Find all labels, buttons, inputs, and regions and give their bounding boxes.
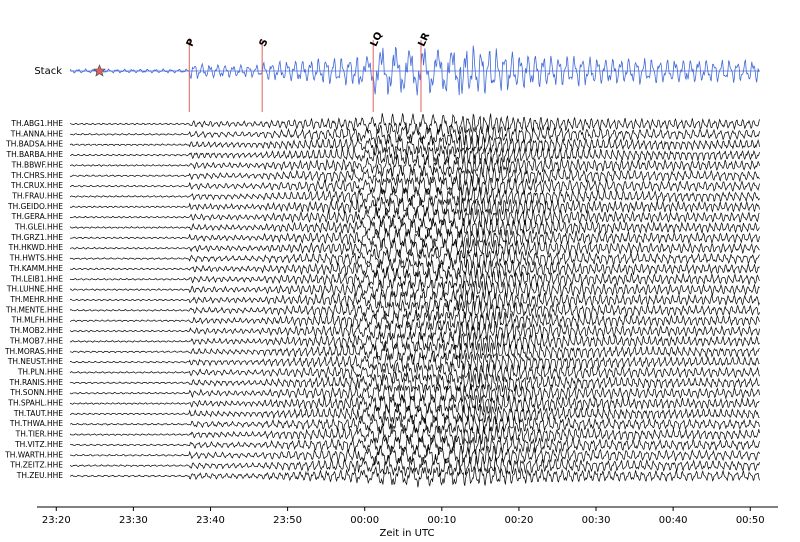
trace <box>69 123 760 146</box>
trace <box>69 423 760 447</box>
x-tick-label: 23:40 <box>196 515 225 526</box>
station-label: TH.THWA.HHE <box>9 419 63 428</box>
station-label: TH.KAMM.HHE <box>8 264 63 273</box>
station-label: TH.PLN.HHE <box>17 367 63 376</box>
station-label: TH.CRUX.HHE <box>10 181 63 190</box>
phase-label: S <box>258 37 271 48</box>
x-tick-label: 00:10 <box>427 515 456 526</box>
station-label: TH.TAUT.HHE <box>13 409 63 418</box>
trace <box>69 164 760 187</box>
x-tick-label: 23:20 <box>42 515 71 526</box>
trace <box>69 258 760 280</box>
station-label: TH.MEHR.HHE <box>9 295 63 304</box>
x-tick-label: 23:50 <box>273 515 302 526</box>
station-label: TH.CHRS.HHE <box>10 171 63 180</box>
trace <box>69 299 760 322</box>
station-label: TH.SONN.HHE <box>9 388 63 397</box>
phase-label: LR <box>416 31 432 49</box>
trace <box>69 453 760 477</box>
trace <box>69 206 760 228</box>
x-tick-label: 00:20 <box>505 515 534 526</box>
trace <box>69 403 760 425</box>
trace <box>69 310 760 332</box>
trace <box>69 195 760 219</box>
station-label: TH.NEUST.HHE <box>7 357 63 366</box>
trace <box>69 144 760 166</box>
trace <box>69 393 760 414</box>
trace <box>69 444 760 467</box>
stack-trace <box>69 45 760 96</box>
station-label: TH.MORAS.HHE <box>4 347 63 356</box>
phase-label: P <box>185 37 198 48</box>
station-label: TH.MLFH.HHE <box>11 316 64 325</box>
station-label: TH.ZEITZ.HHE <box>9 461 63 470</box>
event-star <box>93 64 106 77</box>
trace <box>69 465 760 488</box>
x-tick-label: 23:30 <box>119 515 148 526</box>
trace <box>69 383 760 404</box>
station-label: TH.MENTE.HHE <box>5 305 63 314</box>
x-tick-label: 00:00 <box>350 515 379 526</box>
trace <box>69 289 760 312</box>
trace <box>69 133 760 156</box>
trace <box>69 351 760 373</box>
station-label: TH.BBWF.HHE <box>11 160 64 169</box>
trace <box>69 113 760 135</box>
station-label: TH.GEIDO.HHE <box>7 202 63 211</box>
stack-label: Stack <box>34 66 62 77</box>
station-label: TH.LEIB1.HHE <box>10 274 63 283</box>
trace <box>69 237 760 260</box>
trace <box>69 320 760 342</box>
station-label: TH.LUHNE.HHE <box>6 285 63 294</box>
station-label: TH.MOB2.HHE <box>9 326 63 335</box>
trace <box>69 340 760 363</box>
station-label: TH.ABG1.HHE <box>10 119 63 128</box>
station-label: TH.RANIS.HHE <box>9 378 64 387</box>
station-label: TH.TIER.HHE <box>15 430 64 439</box>
trace <box>69 217 760 238</box>
x-tick-label: 00:40 <box>659 515 688 526</box>
trace <box>69 361 760 384</box>
trace <box>69 153 760 177</box>
station-label: TH.VITZ.HHE <box>14 440 63 449</box>
station-label: TH.MOB7.HHE <box>9 336 63 345</box>
trace <box>69 226 760 249</box>
station-label: TH.GERA.HHE <box>11 212 64 221</box>
trace <box>69 175 760 197</box>
station-label: TH.HKWD.HHE <box>8 243 64 252</box>
trace <box>69 268 760 291</box>
station-label: TH.FRAU.HHE <box>11 191 63 200</box>
station-label: TH.BADSA.HHE <box>5 140 63 149</box>
x-tick-label: 00:30 <box>582 515 611 526</box>
station-label: TH.ZEU.HHE <box>16 471 64 480</box>
station-label: TH.GRZ1.HHE <box>10 233 63 242</box>
station-label: TH.HWTS.HHE <box>9 254 64 263</box>
phase-label: LQ <box>369 30 385 48</box>
trace <box>69 247 760 270</box>
trace <box>69 330 760 353</box>
x-tick-label: 00:50 <box>736 515 765 526</box>
station-label: TH.GLEI.HHE <box>14 223 63 232</box>
trace <box>69 371 760 394</box>
trace <box>69 185 760 208</box>
station-label: TH.ANNA.HHE <box>10 129 63 138</box>
station-label: TH.BARBA.HHE <box>5 150 63 159</box>
x-axis-label: Zeit in UTC <box>380 528 435 539</box>
station-label: TH.WARTH.HHE <box>4 450 63 459</box>
station-label: TH.SPAHL.HHE <box>7 399 63 408</box>
